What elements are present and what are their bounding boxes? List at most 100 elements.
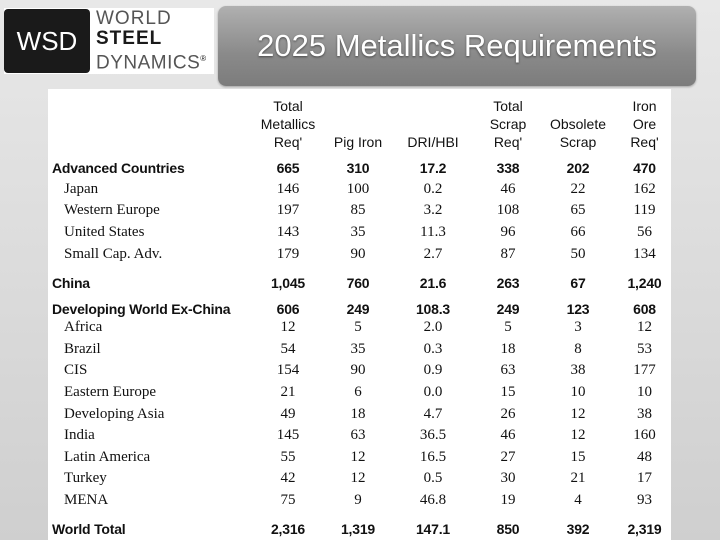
value-cell-total-scrap: 26 bbox=[500, 405, 516, 422]
value-cell-obsolete-scrap: 4 bbox=[574, 492, 582, 509]
value-cell-pig-iron: 9 bbox=[354, 492, 362, 509]
value-cell-total-metallics: 665 bbox=[276, 159, 300, 176]
value-cell-total-scrap: 15 bbox=[500, 384, 516, 401]
value-cell-total-scrap: 87 bbox=[500, 245, 516, 262]
value-cell-total-metallics: 55 bbox=[280, 448, 296, 465]
value-cell-total-scrap: 850 bbox=[496, 521, 520, 538]
value-cell-pig-iron: 760 bbox=[346, 274, 370, 291]
table-row: Developing Asia 49 18 4.7 26 12 38 bbox=[48, 403, 671, 425]
value-cell-iron-ore: 177 bbox=[633, 362, 656, 379]
column-header-total-metallics: Total Metallics Req' bbox=[248, 89, 328, 157]
value-cell-dri-hbi: 0.0 bbox=[423, 384, 443, 401]
value-cell-pig-iron: 249 bbox=[346, 300, 370, 317]
value-cell-iron-ore: 134 bbox=[633, 245, 656, 262]
value-cell-dri-hbi: 11.3 bbox=[420, 224, 446, 241]
region-name-cell: Latin America bbox=[64, 448, 151, 465]
column-header-line: Pig Iron bbox=[333, 134, 383, 150]
value-cell-total-metallics: 146 bbox=[276, 180, 300, 197]
table-row: Eastern Europe 21 6 0.0 15 10 10 bbox=[48, 382, 671, 404]
logo-line-steel: STEEL bbox=[96, 27, 163, 49]
value-cell-iron-ore: 48 bbox=[637, 448, 652, 465]
logo-line-dynamics: DYNAMICS bbox=[96, 52, 201, 74]
region-name-cell: Japan bbox=[64, 180, 99, 197]
value-cell-dri-hbi: 0.5 bbox=[423, 470, 443, 487]
value-cell-dri-hbi: 0.9 bbox=[423, 362, 443, 379]
title-bar: 2025 Metallics Requirements bbox=[218, 6, 696, 86]
value-cell-iron-ore: 56 bbox=[637, 224, 652, 241]
value-cell-total-scrap: 63 bbox=[500, 362, 516, 379]
value-cell-iron-ore: 162 bbox=[633, 180, 656, 197]
value-cell-dri-hbi: 46.8 bbox=[419, 492, 447, 509]
table-row: India 145 63 36.5 46 12 160 bbox=[48, 425, 671, 447]
region-name-cell: Turkey bbox=[64, 470, 107, 487]
column-header-pig-iron: Pig Iron bbox=[328, 89, 388, 157]
column-header-iron-ore: Iron Ore Req' bbox=[618, 89, 671, 157]
column-header-dri-hbi: DRI/HBI bbox=[388, 89, 478, 157]
column-header-line: Total bbox=[273, 98, 303, 114]
value-cell-total-metallics: 2,316 bbox=[270, 521, 306, 538]
value-cell-dri-hbi: 0.2 bbox=[423, 180, 443, 197]
value-cell-total-scrap: 27 bbox=[500, 448, 516, 465]
value-cell-pig-iron: 35 bbox=[350, 340, 366, 357]
value-cell-iron-ore: 1,240 bbox=[627, 274, 662, 291]
table-row: Turkey 42 12 0.5 30 21 17 bbox=[48, 468, 671, 490]
value-cell-total-scrap: 338 bbox=[496, 159, 520, 176]
value-cell-total-metallics: 42 bbox=[280, 470, 296, 487]
table-row: World Total 2,316 1,319 147.1 850 392 2,319 bbox=[48, 511, 671, 537]
region-name-cell: Small Cap. Adv. bbox=[64, 245, 163, 262]
value-cell-iron-ore: 470 bbox=[633, 159, 656, 176]
value-cell-obsolete-scrap: 67 bbox=[570, 274, 586, 291]
value-cell-total-metallics: 606 bbox=[276, 300, 300, 317]
value-cell-obsolete-scrap: 392 bbox=[566, 521, 590, 538]
column-header-line: Req' bbox=[273, 134, 303, 150]
value-cell-obsolete-scrap: 12 bbox=[570, 427, 586, 444]
region-name-cell: Eastern Europe bbox=[64, 384, 157, 401]
value-cell-iron-ore: 119 bbox=[633, 202, 656, 219]
region-name-cell: Advanced Countries bbox=[52, 159, 185, 176]
value-cell-pig-iron: 12 bbox=[350, 448, 366, 465]
table-row: CIS 154 90 0.9 63 38 177 bbox=[48, 360, 671, 382]
value-cell-pig-iron: 90 bbox=[350, 362, 366, 379]
value-cell-pig-iron: 6 bbox=[354, 384, 362, 401]
value-cell-dri-hbi: 16.5 bbox=[419, 448, 447, 465]
value-cell-iron-ore: 17 bbox=[637, 470, 652, 487]
value-cell-iron-ore: 53 bbox=[637, 340, 652, 357]
value-cell-total-metallics: 12 bbox=[280, 319, 296, 336]
region-name-cell: Western Europe bbox=[64, 202, 160, 219]
registered-mark: ® bbox=[200, 53, 207, 63]
logo-line-world: WORLD bbox=[96, 7, 172, 29]
value-cell-dri-hbi: 2.7 bbox=[423, 245, 443, 262]
value-cell-total-metallics: 1,045 bbox=[270, 274, 306, 291]
region-name-cell: India bbox=[64, 427, 95, 444]
value-cell-obsolete-scrap: 38 bbox=[570, 362, 586, 379]
value-cell-obsolete-scrap: 21 bbox=[570, 470, 586, 487]
value-cell-dri-hbi: 3.2 bbox=[423, 202, 443, 219]
table-header-row: Total Metallics Req' Pig Iron DRI/HBI Total Sc… bbox=[48, 89, 671, 157]
value-cell-obsolete-scrap: 66 bbox=[570, 224, 586, 241]
region-name-cell: Developing World Ex-China bbox=[52, 300, 231, 317]
value-cell-total-metallics: 49 bbox=[280, 405, 296, 422]
table-row: Western Europe 197 85 3.2 108 65 119 bbox=[48, 200, 671, 222]
table-row: MENA 75 9 46.8 19 4 93 bbox=[48, 490, 671, 512]
wsd-logo: WSD WORLD STEEL DYNAMICS® bbox=[4, 8, 214, 74]
value-cell-obsolete-scrap: 15 bbox=[570, 448, 586, 465]
value-cell-total-scrap: 18 bbox=[500, 340, 516, 357]
region-name-cell: Africa bbox=[64, 319, 103, 336]
column-header-line: Total bbox=[493, 98, 523, 114]
logo-wsd-box: WSD bbox=[4, 9, 90, 73]
column-header-line: Scrap bbox=[559, 134, 597, 150]
region-name-cell: World Total bbox=[52, 521, 126, 538]
value-cell-obsolete-scrap: 3 bbox=[574, 319, 582, 336]
value-cell-iron-ore: 160 bbox=[633, 427, 656, 444]
column-header-region bbox=[48, 89, 248, 157]
value-cell-pig-iron: 100 bbox=[346, 180, 370, 197]
value-cell-dri-hbi: 0.3 bbox=[423, 340, 443, 357]
value-cell-dri-hbi: 147.1 bbox=[415, 521, 451, 538]
value-cell-pig-iron: 310 bbox=[346, 159, 370, 176]
value-cell-total-metallics: 54 bbox=[280, 340, 296, 357]
value-cell-obsolete-scrap: 202 bbox=[566, 159, 590, 176]
column-header-total-scrap: Total Scrap Req' bbox=[478, 89, 538, 157]
value-cell-dri-hbi: 36.5 bbox=[419, 427, 447, 444]
column-header-line: Ore bbox=[632, 116, 657, 132]
value-cell-pig-iron: 63 bbox=[350, 427, 366, 444]
